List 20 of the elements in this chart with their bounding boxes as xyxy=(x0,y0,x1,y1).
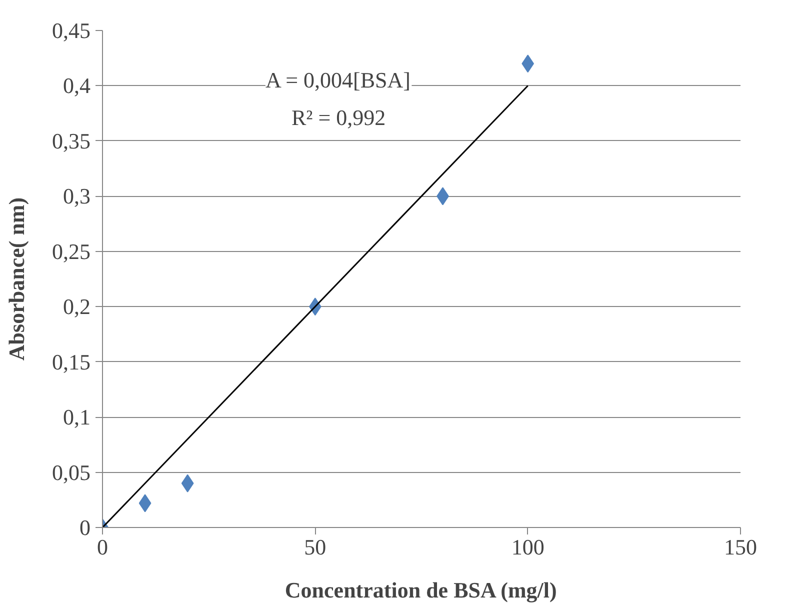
y-tick-label: 0,25 xyxy=(52,238,90,264)
point xyxy=(138,494,152,512)
y-axis-title: Absorbance( nm) xyxy=(4,197,29,361)
x-axis-title: Concentration de BSA (mg/l) xyxy=(284,578,557,602)
y-tick-label: 0,45 xyxy=(52,18,90,43)
x-tick-label: 150 xyxy=(724,534,757,560)
y-tick-label: 0 xyxy=(80,515,90,540)
y-tick-label: 0,2 xyxy=(63,294,90,320)
x-tick-label: 0 xyxy=(97,534,108,560)
y-tick-label: 0,15 xyxy=(52,349,90,374)
y-tick-label: 0,4 xyxy=(63,73,90,98)
annotation: R² = 0,992 xyxy=(291,104,386,130)
point xyxy=(181,474,194,492)
annotation: A = 0,004[BSA] xyxy=(265,68,410,93)
y-tick-label: 0,05 xyxy=(52,460,90,485)
y-tick-label: 0,3 xyxy=(63,184,90,209)
x-tick-label: 50 xyxy=(304,534,326,560)
x-tick-label: 100 xyxy=(511,534,544,560)
y-tick-label: 0,35 xyxy=(52,128,90,154)
y-tick-label: 0,1 xyxy=(63,404,90,430)
